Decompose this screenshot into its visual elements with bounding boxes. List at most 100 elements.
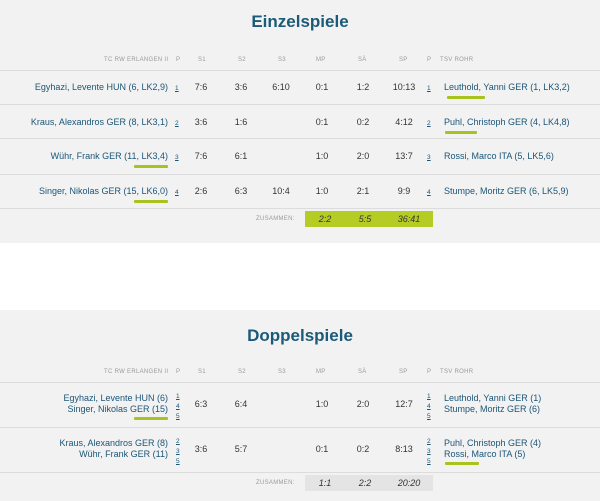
home-player-2-link[interactable]: Singer, Nikolas GER (15) (67, 404, 168, 414)
home-position[interactable]: 5 (176, 458, 180, 465)
home-player-1-link[interactable]: Kraus, Alexandros GER (8) (59, 438, 168, 448)
set1-score: 2:6 (194, 186, 208, 196)
set3-score: 6:10 (272, 82, 290, 92)
away-player-2-link[interactable]: Rossi, Marco ITA (5) (444, 449, 526, 459)
header-s1: S1 (198, 369, 206, 375)
table-row: Kraus, Alexandros GER (8, LK3,1) 2 3:6 1… (0, 104, 600, 138)
summary-sp: 20:20 (397, 478, 421, 488)
match-points: 0:1 (315, 444, 329, 454)
set2-score: 1:6 (234, 117, 248, 127)
home-position[interactable]: 5 (176, 413, 180, 420)
away-position[interactable]: 3 (427, 154, 431, 161)
summary-sa: 2:2 (358, 478, 372, 488)
sets: 0:2 (356, 117, 370, 127)
winner-underline (134, 200, 168, 203)
home-player-link[interactable]: Kraus, Alexandros GER (8, LK3,1) (30, 117, 168, 127)
table-header: TC RW ERLANGEN II P S1 S2 S3 MP SÄ SP P … (0, 369, 600, 381)
set2-score: 6:4 (234, 399, 248, 409)
games: 10:13 (392, 82, 416, 92)
away-position[interactable]: 4 (427, 189, 431, 196)
match-points: 1:0 (315, 186, 329, 196)
header-s1: S1 (198, 57, 206, 63)
sets: 1:2 (356, 82, 370, 92)
away-player-1-link[interactable]: Puhl, Christoph GER (4) (444, 438, 542, 448)
away-player-link[interactable]: Puhl, Christoph GER (4, LK4,8) (444, 117, 570, 127)
match-points: 0:1 (315, 117, 329, 127)
away-position[interactable]: 4 (427, 403, 431, 410)
set3-score: 10:4 (272, 186, 290, 196)
sets: 0:2 (356, 444, 370, 454)
set1-score: 3:6 (194, 117, 208, 127)
home-position[interactable]: 2 (176, 438, 180, 445)
winner-underline (445, 131, 477, 134)
table-row: Singer, Nikolas GER (15, LK6,0) 4 2:6 6:… (0, 174, 600, 208)
winner-underline (445, 462, 479, 465)
header-away-team: TSV ROHR (440, 57, 474, 63)
home-player-1-link[interactable]: Egyhazi, Levente HUN (6) (63, 393, 168, 403)
header-mp: MP (316, 57, 326, 63)
table-row: Egyhazi, Levente HUN (6, LK2,9) 1 7:6 3:… (0, 70, 600, 104)
sets: 2:1 (356, 186, 370, 196)
summary-label: ZUSAMMEN: (256, 216, 295, 222)
header-home-team: TC RW ERLANGEN II (104, 57, 169, 63)
summary-label: ZUSAMMEN: (256, 480, 295, 486)
match-points: 1:0 (315, 151, 329, 161)
summary-row: ZUSAMMEN: 2:2 5:5 36:41 (0, 208, 600, 228)
header-position-away: P (427, 369, 432, 375)
header-home-team: TC RW ERLANGEN II (104, 369, 169, 375)
games: 13:7 (395, 151, 413, 161)
home-player-link[interactable]: Wühr, Frank GER (11, LK3,4) (50, 151, 168, 161)
set2-score: 3:6 (234, 82, 248, 92)
home-position[interactable]: 3 (175, 154, 179, 161)
home-position[interactable]: 4 (175, 189, 179, 196)
set1-score: 3:6 (194, 444, 208, 454)
summary-totals: 1:1 2:2 20:20 (305, 475, 433, 491)
header-sp: SP (399, 57, 408, 63)
summary-mp: 1:1 (318, 478, 332, 488)
games: 12:7 (395, 399, 413, 409)
set2-score: 6:1 (234, 151, 248, 161)
away-position[interactable]: 5 (427, 458, 431, 465)
away-player-1-link[interactable]: Leuthold, Yanni GER (1) (444, 393, 542, 403)
einzelspiele-section: Einzelspiele TC RW ERLANGEN II P S1 S2 S… (0, 0, 600, 243)
away-player-link[interactable]: Rossi, Marco ITA (5, LK5,6) (444, 151, 554, 161)
sets: 2:0 (356, 151, 370, 161)
away-position[interactable]: 1 (427, 393, 431, 400)
header-position: P (176, 57, 181, 63)
home-player-2-link[interactable]: Wühr, Frank GER (11) (79, 449, 168, 459)
table-row: Kraus, Alexandros GER (8) Wühr, Frank GE… (0, 427, 600, 472)
einzelspiele-title: Einzelspiele (251, 12, 349, 31)
home-player-link[interactable]: Egyhazi, Levente HUN (6, LK2,9) (34, 82, 168, 92)
table-header: TC RW ERLANGEN II P S1 S2 S3 MP SÄ SP P … (0, 57, 600, 69)
away-position[interactable]: 2 (427, 120, 431, 127)
home-position[interactable]: 2 (175, 120, 179, 127)
away-position[interactable]: 2 (427, 438, 431, 445)
header-position: P (176, 369, 181, 375)
summary-sp: 36:41 (397, 214, 421, 224)
table-row: Wühr, Frank GER (11, LK3,4) 3 7:6 6:1 1:… (0, 138, 600, 174)
home-player-link[interactable]: Singer, Nikolas GER (15, LK6,0) (38, 186, 168, 196)
away-position[interactable]: 3 (427, 448, 431, 455)
away-position[interactable]: 5 (427, 413, 431, 420)
away-player-link[interactable]: Stumpe, Moritz GER (6, LK5,9) (444, 186, 569, 196)
home-position[interactable]: 4 (176, 403, 180, 410)
table-row: Egyhazi, Levente HUN (6) Singer, Nikolas… (0, 382, 600, 427)
games: 4:12 (395, 117, 413, 127)
away-position[interactable]: 1 (427, 85, 431, 92)
home-position[interactable]: 3 (176, 448, 180, 455)
match-points: 0:1 (315, 82, 329, 92)
header-s2: S2 (238, 369, 246, 375)
winner-underline (447, 96, 485, 99)
summary-row: ZUSAMMEN: 1:1 2:2 20:20 (0, 472, 600, 492)
set1-score: 6:3 (194, 399, 208, 409)
header-s3: S3 (278, 369, 286, 375)
away-player-link[interactable]: Leuthold, Yanni GER (1, LK3,2) (444, 82, 570, 92)
match-points: 1:0 (315, 399, 329, 409)
doppelspiele-title: Doppelspiele (247, 326, 353, 345)
sets: 2:0 (356, 399, 370, 409)
away-player-2-link[interactable]: Stumpe, Moritz GER (6) (444, 404, 541, 414)
home-position[interactable]: 1 (176, 393, 180, 400)
home-position[interactable]: 1 (175, 85, 179, 92)
doppelspiele-section: Doppelspiele TC RW ERLANGEN II P S1 S2 S… (0, 310, 600, 501)
header-sa: SÄ (358, 57, 367, 63)
